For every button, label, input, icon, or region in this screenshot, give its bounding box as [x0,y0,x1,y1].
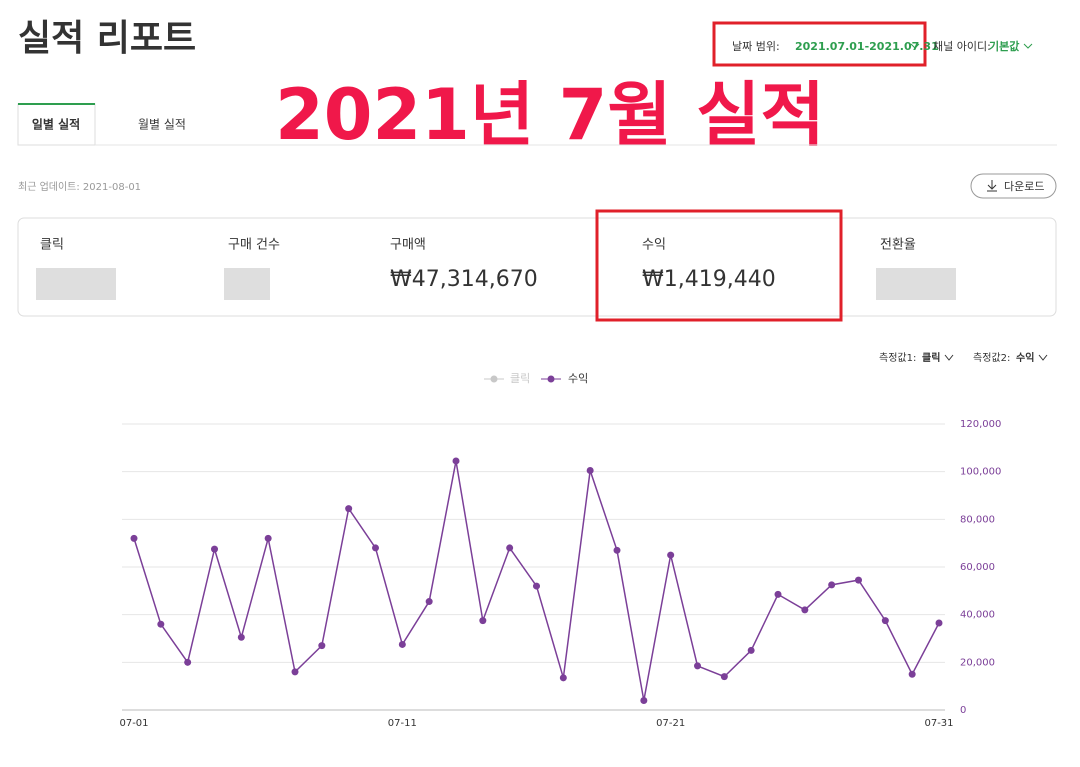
stat-label: 구매액 [390,238,426,253]
x-tick-label: 07-21 [656,718,685,729]
data-point [720,673,728,681]
stat-value: ₩1,419,440 [642,267,776,292]
series-line [133,460,940,701]
channel-label: 채널 아이디: [933,40,991,53]
data-point [935,619,943,627]
highlight-box [595,209,843,322]
data-point [479,617,487,625]
legend-dot [547,375,555,383]
data-point [398,640,406,648]
stat-label: 전환율 [880,238,916,253]
data-point [667,551,675,559]
stat-label: 구매 건수 [228,238,280,253]
blurred-value [36,268,116,300]
y2-tick-label: 120,000 [960,419,1001,430]
download-icon [987,180,997,192]
updated: 최근 업데이트: 2021-08-01 [18,180,141,193]
data-point [747,646,755,654]
data-point [774,590,782,598]
chevron [944,354,954,361]
data-point [586,466,594,474]
data-point [613,546,621,554]
data-point [264,534,272,542]
data-point [559,674,567,682]
data-point [828,581,836,589]
tab[interactable]: 일별 실적 [32,117,80,132]
data-point [211,545,218,553]
stats-card [17,217,1057,317]
data-point [908,670,916,678]
tab-active[interactable] [17,103,96,146]
measure-label: 측정값2: [973,352,1010,364]
y2-tick-label: 60,000 [960,562,995,573]
data-point [533,582,540,590]
data-point [694,662,701,670]
data-point [801,606,809,614]
date-range-label: 날짜 범위: [732,40,780,53]
legend-label: 수익 [568,372,588,385]
channel[interactable]: 기본값 [989,39,1019,53]
data-point [855,576,862,584]
data-point [425,598,433,606]
blurred-value [224,268,270,300]
tab[interactable]: 월별 실적 [138,118,186,132]
stat-label: 클릭 [40,238,64,253]
chevron [1023,43,1033,49]
annotation: 2021년 7월 실적 [275,74,825,156]
date-range[interactable]: 2021.07.01-2021.07.31 [795,40,939,53]
y2-tick-label: 80,000 [960,514,995,525]
data-point [318,642,326,650]
data-point [506,544,514,552]
legend-dot [490,375,498,383]
x-tick-label: 07-01 [119,718,148,729]
y2-tick-label: 100,000 [960,467,1001,478]
measure-label: 측정값1: [879,352,916,364]
data-point [184,658,192,666]
measure-value: 수익 [1016,352,1034,364]
highlight-box [712,21,927,67]
measure-value: 클릭 [922,352,940,364]
stat-value: ₩47,314,670 [390,267,538,292]
y2-tick-label: 0 [960,705,966,716]
data-point [640,696,648,704]
data-point [372,544,379,552]
data-point [157,620,165,628]
legend-label: 클릭 [510,372,530,385]
data-point [881,617,889,625]
chevron [910,43,920,49]
y2-tick-label: 20,000 [960,657,995,668]
page-title: 실적 리포트 [18,18,196,59]
stat-label: 수익 [642,238,666,253]
y2-tick-label: 40,000 [960,610,995,621]
data-point [452,457,460,465]
blurred-value [876,268,956,300]
data-point [345,505,353,513]
download-label[interactable]: 다운로드 [1004,180,1044,193]
chevron [1038,354,1048,361]
x-tick-label: 07-31 [924,718,953,729]
data-point [130,534,138,542]
data-point [237,633,245,641]
data-point [291,668,299,676]
x-tick-label: 07-11 [388,718,417,729]
